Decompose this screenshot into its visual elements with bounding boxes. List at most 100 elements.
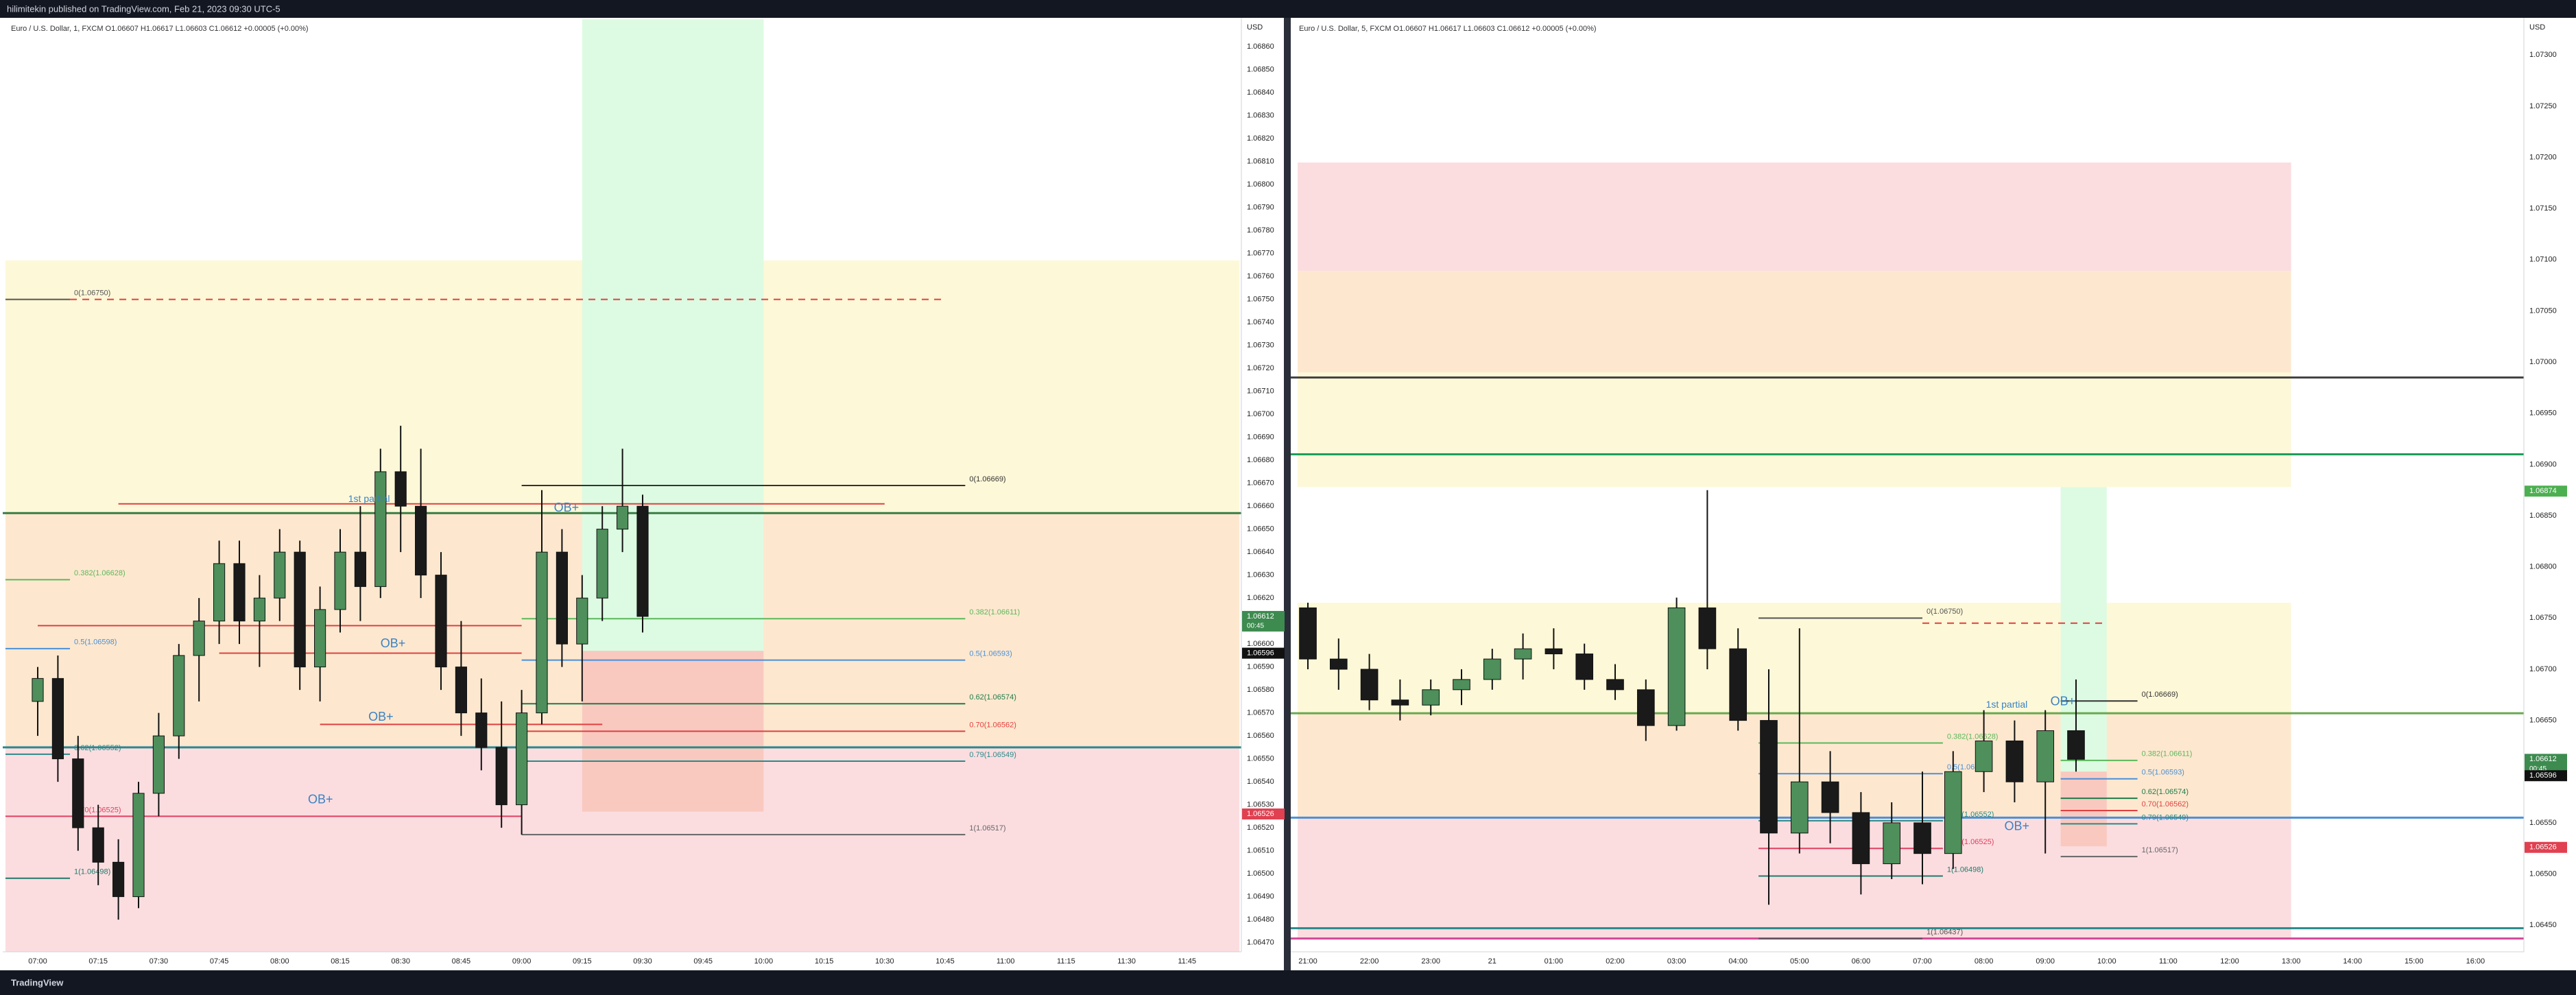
x-tick-label: 08:00 (1975, 957, 1994, 966)
candle-body (1391, 699, 1409, 706)
candle-body (1698, 607, 1717, 649)
plot-area: 0(1.06750) 1(1.06437) 0.382(1.06628) 0.5(1.… (1291, 163, 2524, 940)
y-tick-label: 1.06950 (2529, 409, 2557, 418)
x-tick-label: 09:45 (693, 957, 713, 966)
y-tick-label: 1.06770 (1247, 250, 1274, 258)
y-tick-label: 1.06700 (2529, 665, 2557, 673)
zone (2060, 771, 2107, 847)
y-tick-label: 1.07050 (2529, 307, 2557, 315)
y-tick-label: 1.06640 (1247, 548, 1274, 556)
price-label-box (2525, 485, 2567, 497)
x-tick-label: 11:15 (1057, 957, 1075, 966)
annotation: OB+ (368, 710, 394, 723)
top-bar (0, 0, 2576, 18)
candle-body (314, 609, 326, 668)
y-tick-label: 1.07200 (2529, 153, 2557, 161)
candle-body (1514, 648, 1532, 660)
x-tick-label: 11:00 (2159, 957, 2178, 966)
level-label: 0(1.06750) (74, 289, 110, 298)
y-tick-label: 1.06660 (1247, 502, 1274, 510)
x-tick-label: 09:00 (512, 957, 532, 966)
legend: Euro / U.S. Dollar, 5, FXCM O1.06607 H1.… (1299, 25, 1597, 33)
candle-body (92, 827, 104, 863)
x-tick-label: 09:30 (633, 957, 652, 966)
candle-body (1360, 669, 1379, 701)
candle-body (455, 667, 467, 714)
level-label: 0.62(1.06574) (2142, 788, 2189, 796)
candle-body (152, 735, 165, 794)
y-tick-label: 1.06750 (2529, 614, 2557, 622)
y-tick-label: 1.06740 (1247, 318, 1274, 326)
price-label-box (2525, 841, 2567, 853)
x-tick-label: 14:00 (2343, 957, 2362, 966)
price-label: 1.06874 (2529, 487, 2557, 495)
price-label: 1.06596 (2529, 771, 2557, 780)
y-tick-label: 1.07250 (2529, 102, 2557, 110)
x-tick-label: 08:00 (270, 957, 289, 966)
x-tick-label: 06:00 (1852, 957, 1871, 966)
candle-body (112, 861, 125, 898)
x-tick-label: 02:00 (1606, 957, 1625, 966)
candle-body (2067, 730, 2085, 760)
y-tick-label: 1.06700 (1247, 410, 1274, 418)
level-label: 0.62(1.06552) (74, 744, 121, 752)
price-label-countdown: 00:45 (2529, 765, 2547, 773)
candle-body (1667, 607, 1686, 726)
level-label: 0.70(1.06562) (969, 721, 1016, 729)
level-label: 1(1.06437) (1927, 928, 1963, 936)
y-tick-label: 1.06520 (1247, 824, 1274, 832)
candle-body (1483, 658, 1501, 680)
candle-body (354, 551, 366, 587)
level-label: 0.382(1.06611) (2142, 750, 2193, 758)
x-tick-label: 21 (1488, 957, 1496, 966)
y-tick-label: 1.06470 (1247, 939, 1274, 947)
x-tick-label: 07:00 (28, 957, 47, 966)
x-tick-label: 07:45 (210, 957, 229, 966)
x-tick-label: 08:15 (331, 957, 350, 966)
level-label: 1(1.06517) (969, 824, 1005, 832)
candle-body (596, 529, 608, 599)
annotation: 1st partial (348, 493, 390, 504)
candle-body (1821, 781, 1839, 813)
y-tick-label: 1.06820 (1247, 134, 1274, 143)
price-label-box (1242, 808, 1285, 820)
x-tick-label: 13:00 (2282, 957, 2301, 966)
candle-body (374, 471, 387, 587)
x-tick-label: 10:00 (754, 957, 774, 966)
price-label-box (1242, 610, 1285, 632)
candle-body (536, 551, 548, 714)
x-tick-label: 07:00 (1913, 957, 1932, 966)
level-label: 0.5(1.06598) (74, 638, 117, 647)
annotation: OB+ (2051, 694, 2076, 708)
level-label: 0.382(1.06611) (969, 608, 1020, 616)
candle-body (274, 551, 286, 599)
y-tick-label: 1.06690 (1247, 433, 1274, 442)
annotation: 1st partial (1986, 699, 2028, 710)
y-tick-label: 1.06680 (1247, 456, 1274, 464)
y-tick-label: 1.06650 (2529, 717, 2557, 725)
x-tick-label: 23:00 (1421, 957, 1440, 966)
x-tick-label: 11:30 (1117, 957, 1136, 966)
y-tick-label: 1.06540 (1247, 778, 1274, 786)
zone (1298, 372, 2291, 488)
x-tick-label: 09:00 (2036, 957, 2055, 966)
y-tick-label: 1.06750 (1247, 296, 1274, 304)
bottom-bar (0, 970, 2576, 995)
y-tick-label: 1.06620 (1247, 594, 1274, 602)
annotation: OB+ (2004, 819, 2029, 833)
x-tick-label: 01:00 (1545, 957, 1564, 966)
candle-body (1944, 771, 1962, 854)
y-tick-label: 1.06710 (1247, 387, 1274, 396)
zone (1298, 163, 2291, 272)
candle-body (1299, 607, 1317, 660)
candle-body (132, 793, 145, 898)
level-label: 0.79(1.06549) (2142, 813, 2189, 822)
y-tick-label: 1.06790 (1247, 204, 1274, 212)
y-tick-label: 1.07150 (2529, 204, 2557, 213)
y-tick-label: 1.06830 (1247, 112, 1274, 120)
charts: 0(1.06750) 0.382(1.06628) 0.5(1.06598) 0.62… (3, 18, 2567, 966)
x-tick-label: 10:00 (2097, 957, 2116, 966)
candle-body (636, 505, 649, 617)
y-tick-label: 1.06730 (1247, 341, 1274, 350)
